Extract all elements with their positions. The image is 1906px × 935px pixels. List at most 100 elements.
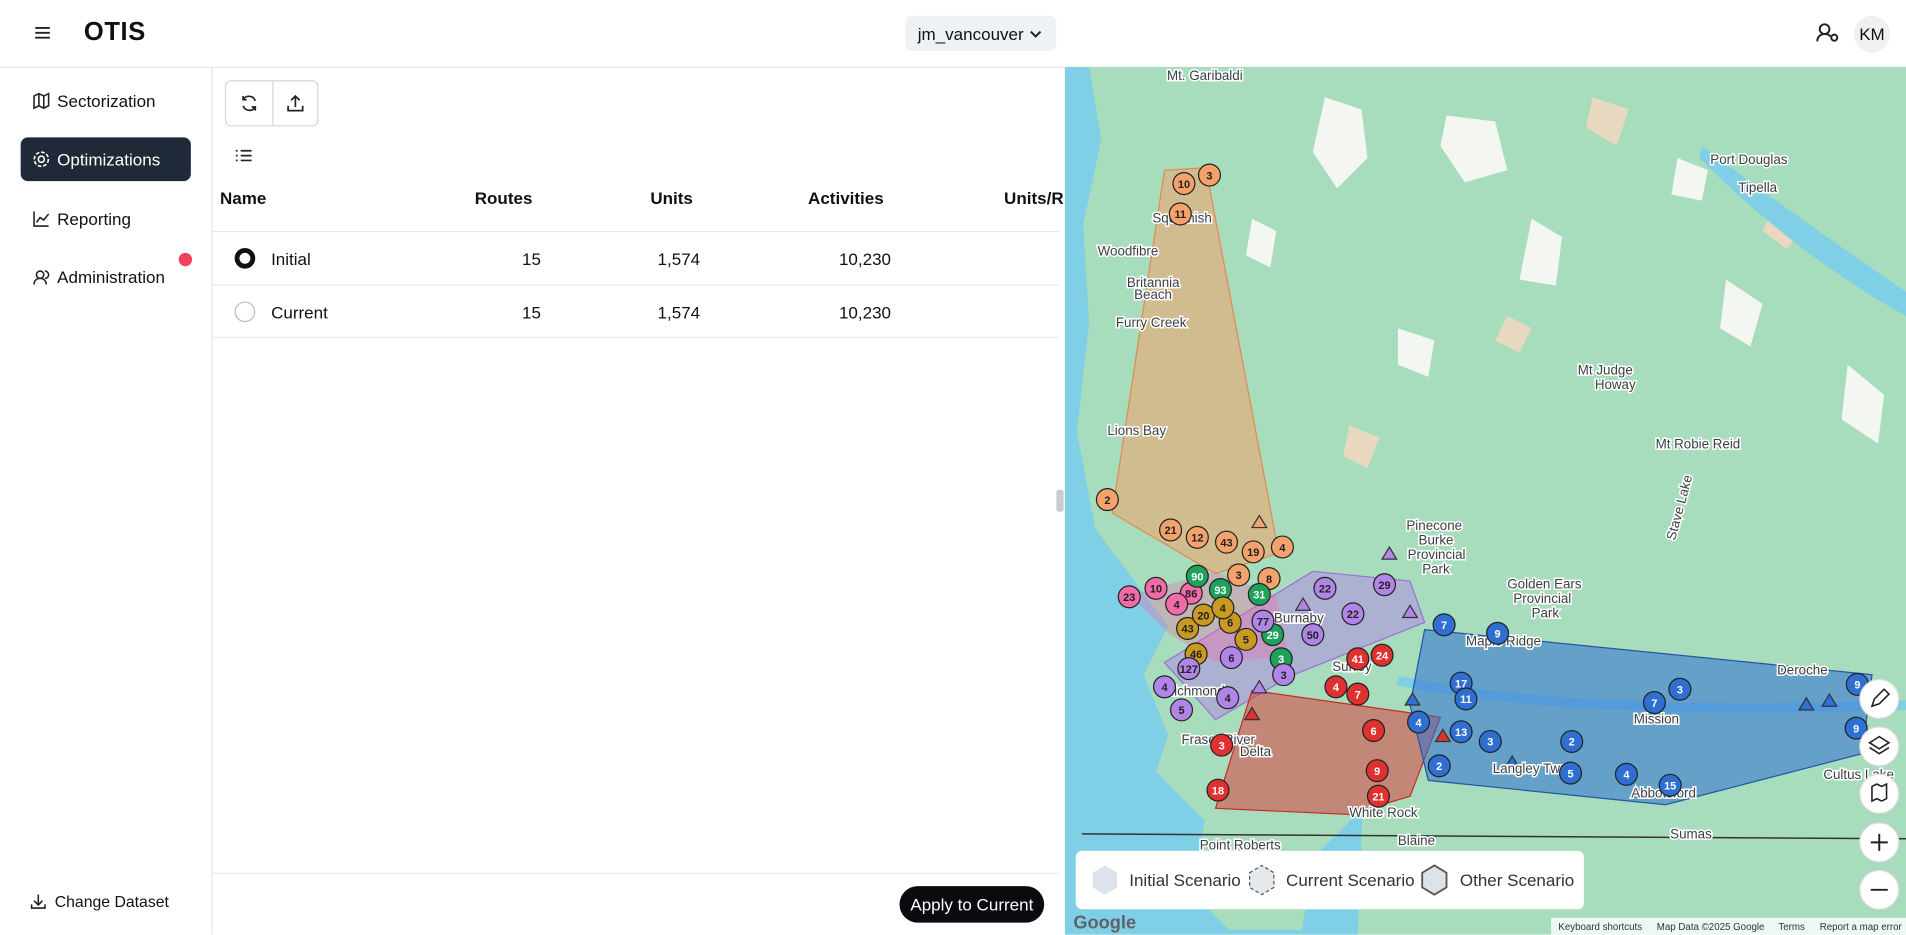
marker[interactable]: 23 <box>1117 585 1141 609</box>
marker[interactable]: 10 <box>1144 576 1168 600</box>
marker[interactable]: 12 <box>1185 525 1209 549</box>
marker[interactable]: 90 <box>1185 564 1209 588</box>
marker-label: 10 <box>1178 179 1190 191</box>
edit-button[interactable] <box>1859 678 1900 720</box>
marker[interactable]: 19 <box>1241 540 1265 564</box>
refresh-button[interactable] <box>239 94 258 113</box>
cell: 15 <box>521 249 541 269</box>
attribution[interactable]: Terms <box>1778 922 1805 933</box>
marker[interactable]: 3 <box>1227 563 1251 587</box>
dataset-select[interactable]: jm_vancouver <box>905 15 1057 52</box>
marker[interactable]: 24 <box>1370 643 1394 667</box>
marker[interactable]: 77 <box>1251 609 1275 633</box>
column-header[interactable]: Units/R <box>1004 188 1064 208</box>
marker[interactable]: 9 <box>1486 621 1510 645</box>
marker[interactable]: 9 <box>1365 759 1389 783</box>
nav-item[interactable]: Administration <box>21 255 191 299</box>
user-settings-icon[interactable] <box>1816 22 1840 44</box>
place-label: Britannia <box>1127 275 1180 290</box>
marker[interactable]: 5 <box>1558 761 1583 785</box>
resize-handle[interactable] <box>1056 489 1064 512</box>
marker-circle <box>1346 682 1370 706</box>
marker-circle <box>1614 762 1638 786</box>
marker[interactable]: 11 <box>1454 687 1478 711</box>
place-label: Park <box>1422 562 1450 577</box>
marker-label: 50 <box>1307 630 1319 642</box>
marker[interactable]: 127 <box>1177 657 1201 681</box>
attribution[interactable]: Keyboard shortcuts <box>1558 922 1642 933</box>
footer-line <box>212 872 1059 874</box>
marker[interactable]: 4 <box>1216 686 1240 710</box>
marker[interactable]: 10 <box>1172 172 1196 196</box>
column-header[interactable]: Units <box>650 188 693 208</box>
marker[interactable]: 21 <box>1366 784 1390 808</box>
nav-item-active[interactable]: Optimizations <box>20 137 191 182</box>
place-label: Howay <box>1595 377 1636 392</box>
nav-item[interactable]: Reporting <box>21 197 191 241</box>
marker[interactable]: 4 <box>1165 592 1189 616</box>
marker[interactable]: 31 <box>1247 582 1271 606</box>
marker[interactable]: 4 <box>1407 710 1431 734</box>
place-label: White Rock <box>1349 805 1418 820</box>
marker[interactable]: 4 <box>1152 675 1177 699</box>
column-header[interactable]: Name <box>220 188 267 208</box>
marker[interactable]: 22 <box>1341 602 1365 626</box>
nav-item[interactable]: Sectorization <box>21 79 191 123</box>
marker[interactable]: 43 <box>1176 616 1200 640</box>
marker[interactable]: 6 <box>1219 646 1243 670</box>
marker[interactable]: 21 <box>1159 518 1183 542</box>
row-line <box>212 284 1059 286</box>
marker[interactable]: 4 <box>1614 762 1638 786</box>
marker-label: 4 <box>1279 542 1286 554</box>
marker[interactable]: 43 <box>1214 530 1239 554</box>
marker[interactable]: 29 <box>1372 573 1397 597</box>
menu-icon[interactable] <box>34 24 51 41</box>
marker[interactable]: 4 <box>1211 596 1235 620</box>
column-header[interactable]: Activities <box>808 188 884 208</box>
marker-label: 4 <box>1416 717 1423 729</box>
apply-button[interactable]: Apply to Current <box>899 886 1045 923</box>
marker[interactable]: 2 <box>1095 488 1119 512</box>
marker[interactable]: 3 <box>1272 663 1296 687</box>
marker[interactable]: 3 <box>1197 163 1222 187</box>
marker-circle <box>1407 710 1431 734</box>
marker[interactable]: 4 <box>1324 675 1348 699</box>
list-icon[interactable] <box>235 148 253 163</box>
marker[interactable]: 13 <box>1449 720 1473 744</box>
marker[interactable]: 7 <box>1432 613 1456 637</box>
marker-label: 9 <box>1374 766 1380 778</box>
marker[interactable]: 7 <box>1642 691 1666 715</box>
radio[interactable] <box>234 301 256 323</box>
marker[interactable]: 22 <box>1313 576 1337 600</box>
marker[interactable]: 9 <box>1844 716 1868 740</box>
marker[interactable]: 5 <box>1234 627 1258 651</box>
marker[interactable]: 3 <box>1668 677 1692 701</box>
marker[interactable]: 7 <box>1346 682 1370 706</box>
avatar[interactable]: KM <box>1853 15 1891 53</box>
map-type-button[interactable] <box>1859 773 1900 814</box>
export-button[interactable] <box>286 94 305 113</box>
marker[interactable]: 2 <box>1560 729 1584 754</box>
place-label: Delta <box>1240 744 1272 759</box>
marker[interactable]: 18 <box>1206 778 1230 802</box>
marker-circle <box>1241 540 1265 564</box>
marker[interactable]: 5 <box>1169 698 1194 722</box>
marker[interactable]: 20 <box>1191 603 1215 627</box>
marker[interactable]: 50 <box>1301 622 1325 647</box>
marker[interactable]: 4 <box>1270 535 1294 559</box>
marker-label: 3 <box>1278 654 1284 666</box>
marker[interactable]: 2 <box>1427 754 1451 778</box>
attribution[interactable]: Report a map error <box>1820 922 1903 933</box>
marker[interactable]: 41 <box>1346 647 1370 671</box>
marker[interactable]: 6 <box>1362 719 1386 743</box>
marker[interactable]: 11 <box>1168 202 1192 226</box>
change-dataset[interactable]: Change Dataset <box>30 892 169 910</box>
marker[interactable]: 3 <box>1210 733 1234 757</box>
marker[interactable]: 3 <box>1478 729 1502 754</box>
marker[interactable]: 15 <box>1658 773 1682 797</box>
column-header[interactable]: Routes <box>474 188 533 208</box>
chevron <box>1030 30 1042 38</box>
layers-button[interactable] <box>1859 726 1900 767</box>
radio-selected[interactable] <box>234 247 256 269</box>
